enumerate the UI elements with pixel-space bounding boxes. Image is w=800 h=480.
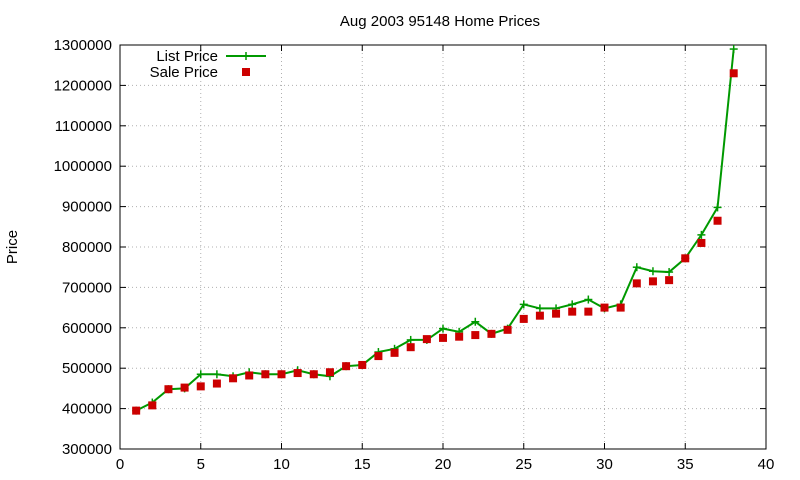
list-price-point	[439, 324, 447, 333]
sale-price-point	[196, 382, 205, 391]
sale-price-point	[342, 362, 351, 371]
x-tick-label: 10	[273, 456, 290, 473]
sale-price-point	[487, 329, 496, 338]
list-price-point	[665, 268, 674, 277]
sale-price-point	[519, 314, 528, 323]
sale-price-point	[471, 331, 480, 340]
list-price-point	[713, 203, 722, 212]
chart-title: Aug 2003 95148 Home Prices	[340, 13, 540, 30]
legend-swatch-marker	[242, 68, 250, 76]
y-tick-label: 1000000	[54, 158, 112, 175]
x-tick-label: 15	[354, 456, 371, 473]
tick-labels: 0 5 10 15 20 25 30 35 40 300000 400000 500000 600000…	[54, 37, 775, 473]
sale-price-point	[229, 374, 238, 383]
y-tick-label: 400000	[62, 401, 112, 418]
y-tick-label: 1300000	[54, 37, 112, 54]
y-axis-label: Price	[4, 230, 21, 264]
x-tick-label: 35	[677, 456, 694, 473]
sale-price-point	[503, 325, 512, 334]
sale-price-point	[148, 401, 157, 410]
sale-price-point	[422, 335, 431, 344]
legend-swatch-marker	[242, 52, 250, 60]
sale-price-point	[277, 370, 286, 379]
sale-price-point	[261, 370, 270, 379]
ticks	[119, 44, 767, 450]
sale-price-point	[180, 383, 189, 392]
sale-price-point	[616, 303, 625, 312]
sale-price-point	[713, 216, 722, 225]
list-price-point	[697, 230, 706, 239]
y-tick-label: 600000	[62, 320, 112, 337]
y-tick-label: 500000	[62, 360, 112, 377]
sale-price-point	[552, 309, 561, 318]
sale-price-point	[245, 371, 254, 380]
x-tick-label: 25	[515, 456, 532, 473]
sale-price-point	[600, 303, 609, 312]
sale-price-point	[293, 369, 302, 378]
list-price-point	[729, 45, 738, 54]
list-price-line	[135, 48, 735, 412]
sale-price-point	[632, 279, 641, 288]
list-price-point	[196, 370, 205, 379]
list-price-point	[632, 263, 641, 272]
sale-price-point	[439, 333, 447, 342]
sale-price-point	[729, 69, 738, 78]
list-price-point	[535, 304, 544, 313]
sale-price-point	[390, 348, 399, 357]
sale-price-point	[568, 307, 577, 316]
sale-price-point	[455, 332, 464, 341]
sale-price-point	[584, 307, 593, 316]
list-price-point	[648, 267, 657, 276]
sale-price-point	[358, 360, 367, 369]
sale-price-point	[665, 276, 674, 285]
sale-price-point	[164, 385, 173, 394]
y-tick-label: 300000	[62, 441, 112, 458]
series-layer	[132, 45, 738, 415]
sale-price-point	[648, 277, 657, 286]
list-price-point	[568, 300, 577, 309]
list-price-point	[212, 370, 221, 379]
list-price-point	[406, 335, 415, 344]
list-price-point	[584, 295, 593, 304]
x-tick-label: 30	[596, 456, 613, 473]
sale-price-point	[325, 368, 334, 377]
sale-price-point	[697, 238, 706, 247]
grid	[120, 45, 766, 449]
list-price-point	[519, 300, 528, 309]
sale-price-point	[212, 379, 221, 388]
x-tick-label: 40	[758, 456, 775, 473]
y-tick-label: 700000	[62, 279, 112, 296]
x-tick-label: 20	[435, 456, 452, 473]
legend-label: Sale Price	[150, 64, 218, 81]
x-tick-label: 5	[197, 456, 205, 473]
sale-price-point	[374, 352, 383, 361]
legend-label: List Price	[156, 48, 218, 65]
sale-price-point	[309, 370, 318, 379]
y-tick-label: 900000	[62, 199, 112, 216]
y-tick-label: 1100000	[55, 118, 112, 135]
sale-price-point	[535, 311, 544, 320]
list-price-point	[471, 317, 480, 326]
x-tick-label: 0	[116, 456, 124, 473]
sale-price-point	[132, 406, 141, 415]
y-tick-label: 800000	[62, 239, 112, 256]
sale-price-point	[681, 254, 690, 263]
sale-price-point	[406, 343, 415, 352]
y-tick-label: 1200000	[54, 77, 112, 94]
